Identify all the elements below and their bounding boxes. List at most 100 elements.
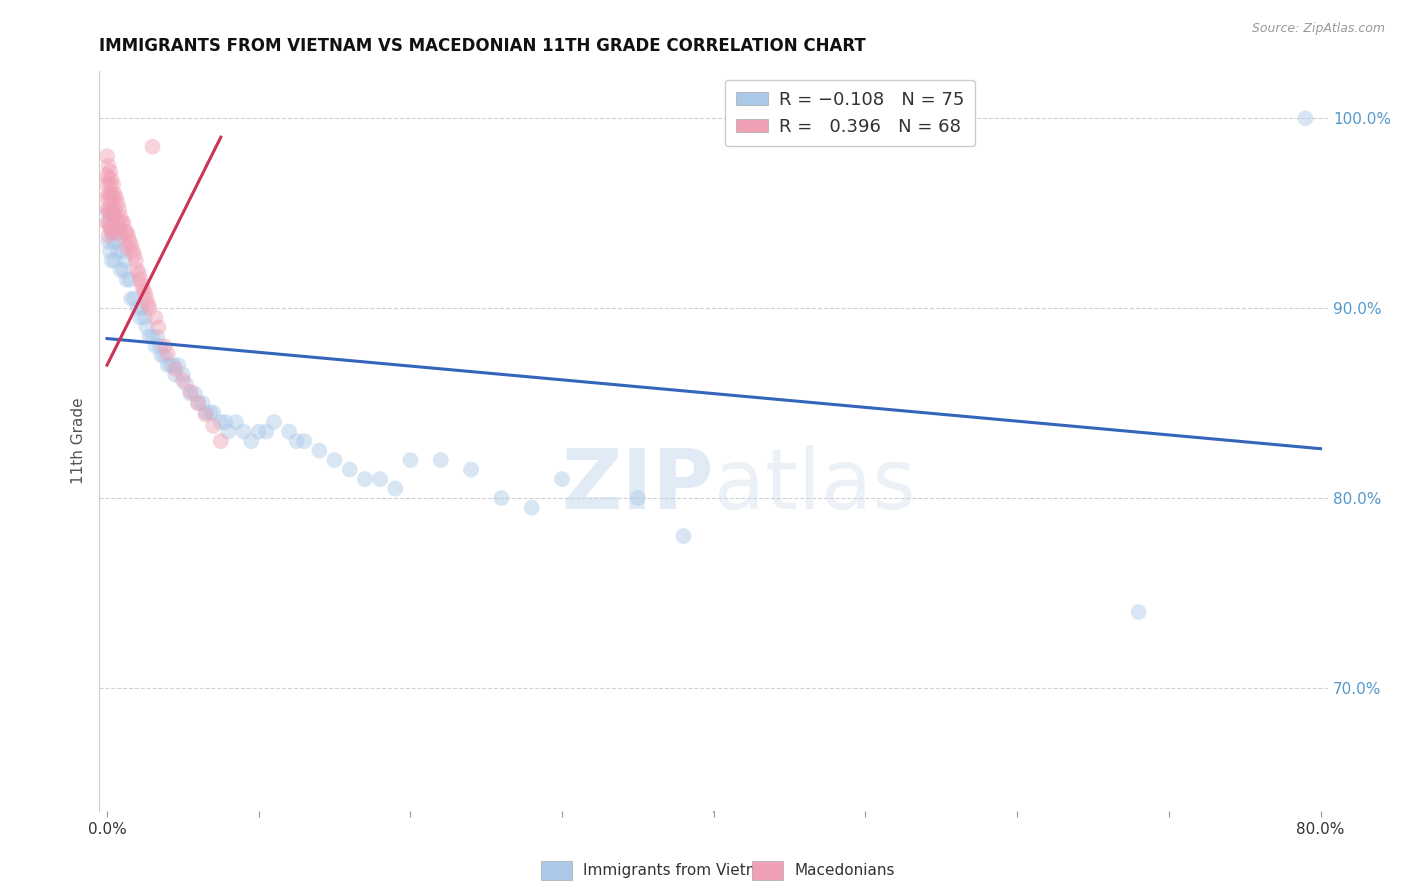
Point xyxy=(209,415,232,429)
Point xyxy=(179,386,201,401)
Point xyxy=(114,253,136,268)
Point xyxy=(191,396,214,410)
Point xyxy=(115,240,138,254)
Point xyxy=(187,396,209,410)
Point xyxy=(96,178,118,192)
Point xyxy=(131,278,153,293)
Point xyxy=(117,229,139,244)
Point xyxy=(138,329,160,343)
Point xyxy=(101,178,124,192)
Point xyxy=(101,225,124,239)
Point xyxy=(672,529,695,543)
Point xyxy=(214,415,236,429)
Point xyxy=(384,482,406,496)
Point xyxy=(156,347,179,361)
Point xyxy=(96,149,118,163)
Point xyxy=(460,462,482,476)
Point xyxy=(127,263,149,277)
Point xyxy=(1294,112,1316,126)
Point xyxy=(429,453,451,467)
Point xyxy=(111,216,134,230)
Text: Immigrants from Vietnam: Immigrants from Vietnam xyxy=(583,863,780,878)
Point xyxy=(98,244,121,259)
Text: Source: ZipAtlas.com: Source: ZipAtlas.com xyxy=(1251,22,1385,36)
Point xyxy=(98,216,121,230)
Point xyxy=(172,368,194,382)
Point xyxy=(96,168,118,182)
Point xyxy=(202,406,225,420)
Point xyxy=(120,292,142,306)
Point xyxy=(100,187,122,202)
Point xyxy=(278,425,301,439)
Y-axis label: 11th Grade: 11th Grade xyxy=(72,398,86,484)
Point xyxy=(308,443,330,458)
Point xyxy=(96,202,118,217)
Point xyxy=(105,191,128,205)
Point xyxy=(399,453,422,467)
Point xyxy=(217,425,239,439)
Point xyxy=(97,235,120,249)
Point xyxy=(209,434,232,448)
Point xyxy=(354,472,377,486)
Point xyxy=(111,244,134,259)
Point xyxy=(368,472,391,486)
Legend: R = −0.108   N = 75, R =   0.396   N = 68: R = −0.108 N = 75, R = 0.396 N = 68 xyxy=(724,79,976,146)
Point xyxy=(104,187,127,202)
Point xyxy=(114,225,136,239)
Point xyxy=(138,301,160,315)
Point xyxy=(202,418,225,433)
Point xyxy=(97,206,120,220)
Point xyxy=(129,310,152,325)
Point xyxy=(96,191,118,205)
Point xyxy=(159,358,181,372)
Point xyxy=(339,462,361,476)
Point xyxy=(101,206,124,220)
Point xyxy=(105,210,128,224)
Point xyxy=(131,301,153,315)
Point xyxy=(97,202,120,217)
Point xyxy=(98,206,121,220)
Point xyxy=(247,425,270,439)
Text: atlas: atlas xyxy=(714,445,915,526)
Point xyxy=(101,206,124,220)
Point xyxy=(156,358,179,372)
Point xyxy=(100,253,122,268)
Point xyxy=(129,273,152,287)
Point xyxy=(153,349,176,363)
Point xyxy=(124,292,146,306)
Point xyxy=(134,310,156,325)
Point xyxy=(101,191,124,205)
Point xyxy=(184,386,207,401)
Point xyxy=(98,178,121,192)
Point xyxy=(112,263,135,277)
Point xyxy=(115,273,138,287)
Point xyxy=(111,229,134,244)
Point xyxy=(107,196,129,211)
Point xyxy=(146,329,169,343)
Point xyxy=(100,202,122,217)
Point xyxy=(104,225,127,239)
Point xyxy=(97,229,120,244)
Point xyxy=(112,216,135,230)
Point xyxy=(179,384,201,399)
Point xyxy=(105,235,128,249)
Point xyxy=(134,285,156,300)
Point xyxy=(491,491,513,505)
Point xyxy=(97,216,120,230)
Point xyxy=(101,235,124,249)
Point xyxy=(96,216,118,230)
Point xyxy=(98,191,121,205)
Point xyxy=(110,210,132,224)
Point xyxy=(232,425,254,439)
Point xyxy=(285,434,308,448)
Point xyxy=(194,406,217,420)
Point xyxy=(110,263,132,277)
Point xyxy=(118,235,141,249)
Point xyxy=(240,434,263,448)
Point xyxy=(292,434,315,448)
Point xyxy=(135,320,157,334)
Point xyxy=(174,377,197,392)
Point xyxy=(165,368,187,382)
Point xyxy=(165,362,187,376)
Point xyxy=(148,320,170,334)
